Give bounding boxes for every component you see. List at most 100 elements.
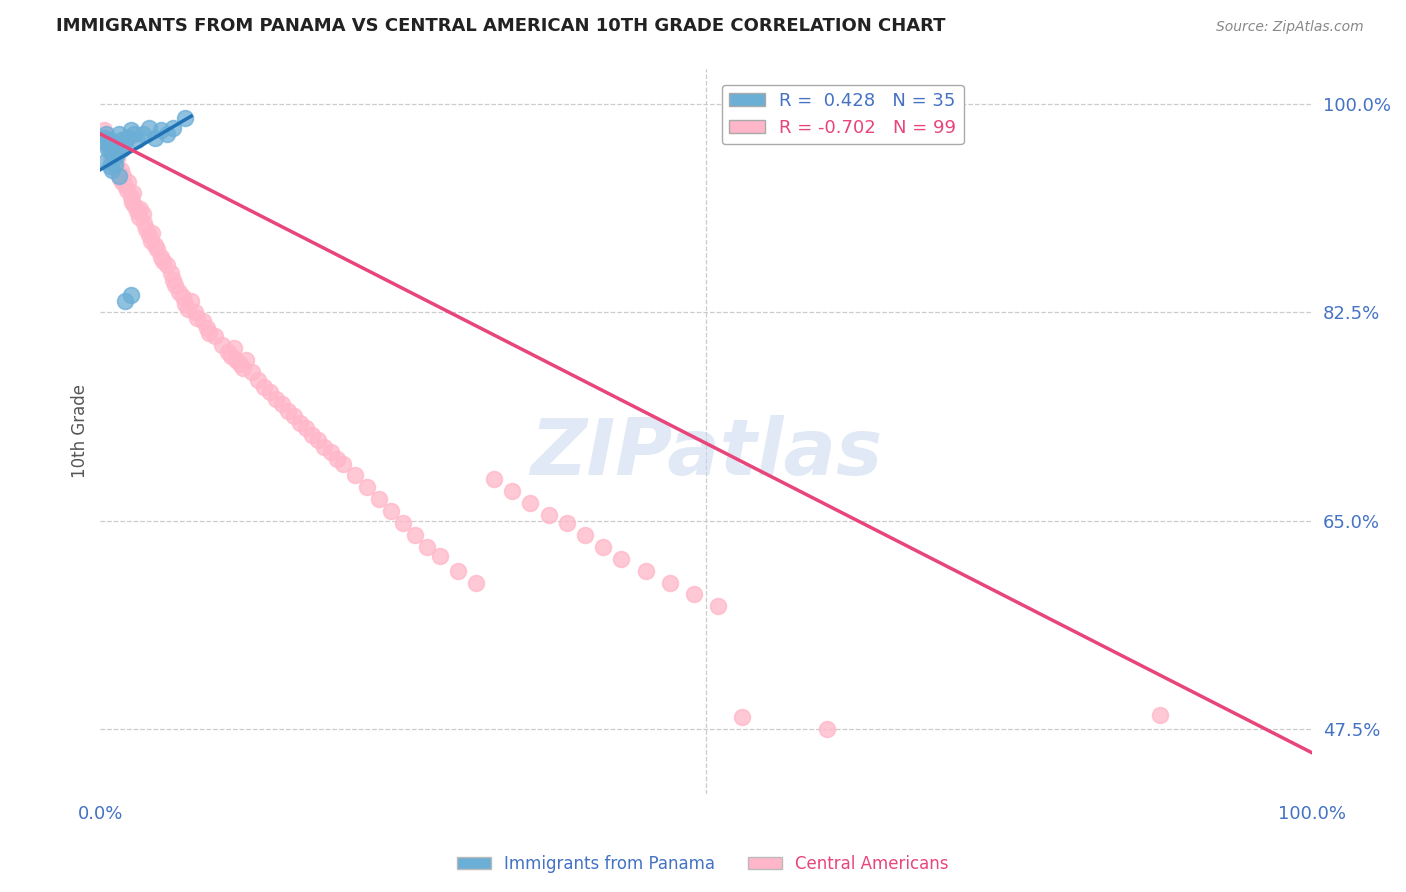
Point — [749, 817, 772, 831]
Point — [219, 350, 242, 364]
Text: ZIPatlas: ZIPatlas — [530, 415, 882, 491]
Point — [658, 575, 681, 590]
Point — [246, 373, 269, 387]
Point — [104, 157, 127, 171]
Point — [138, 121, 160, 136]
Point — [253, 380, 276, 394]
Point — [174, 112, 197, 126]
Point — [125, 204, 148, 219]
Point — [105, 141, 128, 155]
Point — [111, 175, 134, 189]
Point — [111, 143, 134, 157]
Y-axis label: 10th Grade: 10th Grade — [72, 384, 89, 478]
Point — [555, 516, 578, 530]
Point — [120, 190, 142, 204]
Point — [404, 528, 426, 542]
Point — [108, 171, 131, 186]
Point — [97, 143, 120, 157]
Point — [146, 243, 169, 257]
Point — [198, 326, 221, 340]
Point — [574, 528, 596, 542]
Point — [110, 162, 132, 177]
Point — [307, 433, 329, 447]
Point — [132, 207, 155, 221]
Point — [264, 392, 287, 407]
Point — [105, 159, 128, 173]
Point — [180, 293, 202, 308]
Point — [162, 121, 184, 136]
Point — [610, 551, 633, 566]
Point — [447, 564, 470, 578]
Point — [98, 139, 121, 153]
Point — [537, 508, 560, 522]
Point — [100, 145, 122, 159]
Point — [103, 147, 125, 161]
Point — [156, 127, 179, 141]
Point — [176, 301, 198, 316]
Point — [114, 136, 136, 150]
Point — [120, 123, 142, 137]
Point — [232, 361, 254, 376]
Point — [107, 127, 129, 141]
Point — [135, 222, 157, 236]
Point — [325, 451, 347, 466]
Point — [105, 147, 128, 161]
Point — [132, 127, 155, 141]
Point — [149, 250, 172, 264]
Point — [343, 468, 366, 483]
Point — [114, 178, 136, 193]
Point — [100, 151, 122, 165]
Point — [184, 305, 207, 319]
Point — [98, 159, 121, 173]
Point — [707, 599, 730, 614]
Point — [143, 237, 166, 252]
Point — [108, 139, 131, 153]
Point — [186, 311, 208, 326]
Point — [101, 162, 124, 177]
Point — [125, 133, 148, 147]
Point — [731, 710, 754, 724]
Point — [295, 421, 318, 435]
Point — [217, 344, 239, 359]
Point — [115, 183, 138, 197]
Point — [356, 480, 378, 494]
Point — [290, 416, 312, 430]
Point — [683, 587, 706, 601]
Point — [98, 145, 121, 159]
Point — [1149, 707, 1171, 722]
Point — [128, 211, 150, 225]
Point — [482, 472, 505, 486]
Point — [97, 133, 120, 147]
Point — [876, 817, 898, 831]
Point — [97, 139, 120, 153]
Point — [380, 504, 402, 518]
Point — [93, 130, 115, 145]
Point — [129, 202, 152, 216]
Point — [193, 314, 215, 328]
Point — [120, 287, 142, 301]
Point — [271, 397, 294, 411]
Point — [165, 278, 187, 293]
Point — [156, 258, 179, 272]
Point — [141, 234, 163, 248]
Point — [240, 365, 263, 379]
Point — [429, 549, 451, 564]
Point — [110, 133, 132, 147]
Point — [96, 130, 118, 145]
Point — [172, 290, 194, 304]
Point — [141, 226, 163, 240]
Legend: Immigrants from Panama, Central Americans: Immigrants from Panama, Central American… — [451, 848, 955, 880]
Point — [204, 329, 226, 343]
Point — [211, 337, 233, 351]
Point — [392, 516, 415, 530]
Point — [96, 154, 118, 169]
Point — [132, 216, 155, 230]
Point — [464, 575, 486, 590]
Point — [301, 428, 323, 442]
Point — [235, 353, 257, 368]
Point — [124, 127, 146, 141]
Point — [319, 444, 342, 458]
Point — [117, 175, 139, 189]
Point — [314, 440, 336, 454]
Point — [93, 123, 115, 137]
